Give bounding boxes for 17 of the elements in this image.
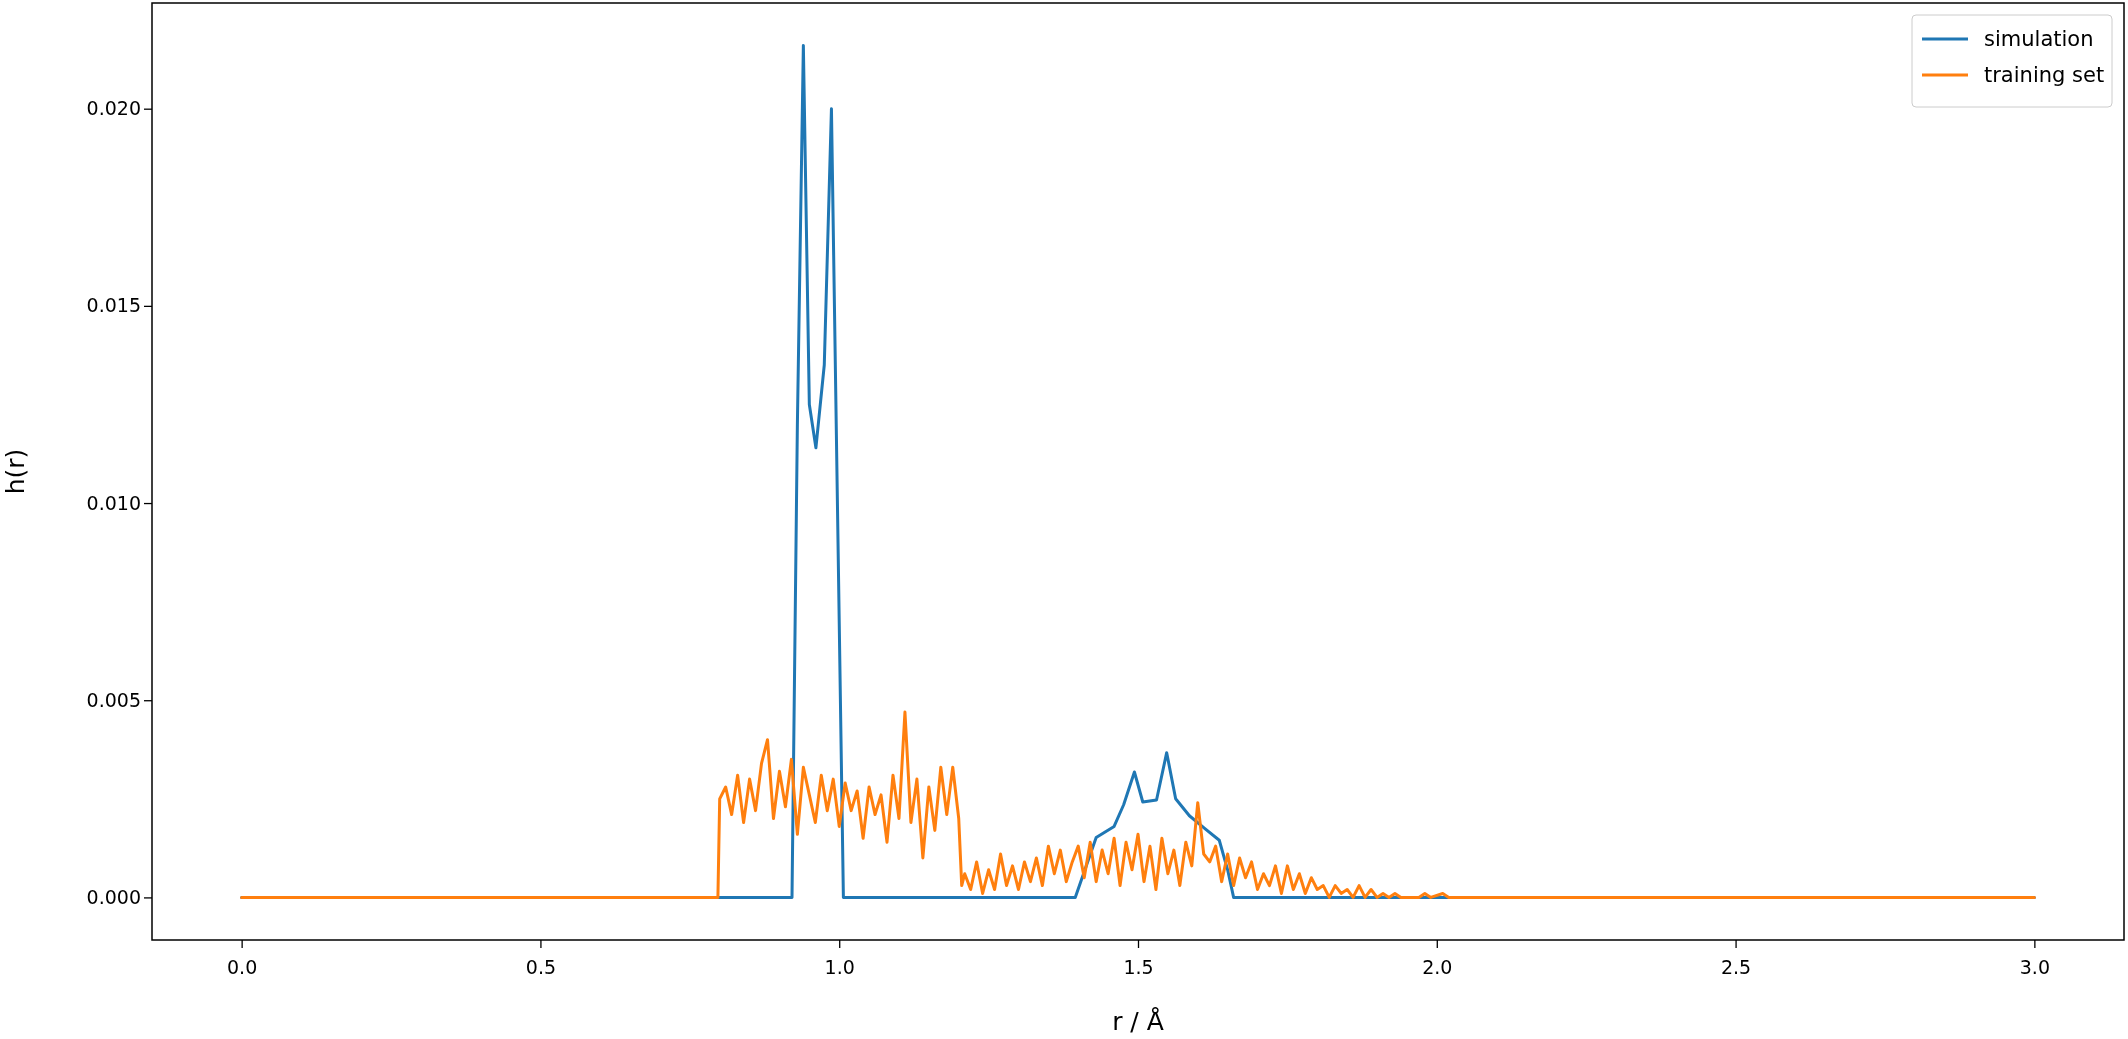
x-tick-label: 2.0	[1422, 955, 1453, 978]
legend-label: training set	[1984, 63, 2105, 88]
x-tick-label: 1.5	[1123, 955, 1154, 978]
x-tick-label: 0.5	[525, 955, 557, 978]
y-tick-label: 0.000	[86, 885, 141, 908]
y-tick-label: 0.020	[86, 97, 141, 120]
x-tick-label: 2.5	[1720, 955, 1752, 978]
y-tick-label: 0.015	[86, 294, 141, 317]
x-tick-label: 0.0	[227, 955, 258, 978]
y-axis-title: h(r)	[1, 448, 30, 495]
x-axis-title: r / Å	[1112, 1007, 1164, 1036]
line-series	[240, 710, 2036, 899]
legend-label: simulation	[1984, 27, 2094, 52]
x-tick-label: 3.0	[2019, 955, 2050, 978]
y-tick-label: 0.010	[86, 491, 141, 514]
x-tick-label: 1.0	[824, 955, 855, 978]
y-tick-label: 0.005	[86, 688, 141, 711]
